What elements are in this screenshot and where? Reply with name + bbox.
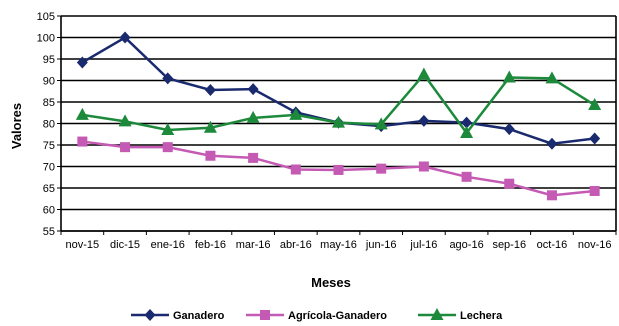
legend-marker bbox=[430, 308, 444, 320]
data-point bbox=[589, 186, 600, 197]
x-tick-label: nov-15 bbox=[66, 239, 100, 251]
legend-label: Ganadero bbox=[173, 310, 225, 322]
legend-entry: Ganadero bbox=[131, 309, 225, 322]
axes bbox=[57, 15, 617, 235]
legend-marker bbox=[260, 310, 270, 320]
y-tick-label: 95 bbox=[43, 54, 55, 66]
y-tick-label: 100 bbox=[37, 33, 55, 45]
data-point bbox=[161, 122, 175, 135]
legend-entry: Lechera bbox=[418, 308, 503, 322]
y-tick-label: 55 bbox=[43, 226, 55, 238]
data-point bbox=[589, 132, 601, 145]
y-tick-label: 60 bbox=[43, 205, 55, 217]
data-point bbox=[120, 142, 131, 153]
data-point bbox=[205, 150, 216, 161]
data-point bbox=[504, 178, 515, 189]
legend-label: Agrícola-Ganadero bbox=[288, 310, 387, 322]
y-tick-label: 75 bbox=[43, 140, 55, 152]
y-tick-label: 70 bbox=[43, 162, 55, 174]
data-point bbox=[77, 136, 88, 147]
x-tick-label: oct-16 bbox=[537, 239, 568, 251]
x-tick-label: abr-16 bbox=[280, 239, 312, 251]
legend-label: Lechera bbox=[460, 310, 503, 322]
data-point bbox=[545, 71, 559, 84]
data-point bbox=[203, 120, 217, 133]
data-point bbox=[162, 142, 173, 153]
data-point bbox=[546, 137, 558, 150]
legend: Ganadero Agrícola-Ganadero Lechera bbox=[131, 308, 503, 322]
data-point bbox=[333, 164, 344, 175]
y-tick-label: 105 bbox=[37, 11, 55, 23]
data-point bbox=[76, 56, 88, 69]
data-point bbox=[503, 123, 515, 136]
legend-entry: Agrícola-Ganadero bbox=[246, 310, 387, 322]
x-tick-label: dic-15 bbox=[110, 239, 140, 251]
x-tick-label: jun-16 bbox=[365, 239, 397, 251]
data-point bbox=[248, 152, 259, 163]
series-agr-cola-ganadero bbox=[77, 136, 600, 201]
x-tick-labels: nov-15 dic-15 ene-16 feb-16 mar-16 abr-16 may-… bbox=[66, 239, 612, 251]
data-point bbox=[461, 171, 472, 182]
data-point bbox=[460, 125, 474, 138]
y-tick-labels: 55 60 65 70 75 80 85 90 95 100 105 bbox=[37, 11, 55, 238]
data-point bbox=[546, 190, 557, 201]
y-axis-label: Valores bbox=[9, 103, 24, 149]
x-tick-label: jul-16 bbox=[409, 239, 437, 251]
data-point bbox=[247, 83, 259, 96]
x-tick-label: feb-16 bbox=[195, 239, 226, 251]
data-point bbox=[162, 72, 174, 85]
data-point bbox=[461, 116, 473, 129]
data-point bbox=[290, 164, 301, 175]
x-tick-label: ago-16 bbox=[449, 239, 483, 251]
y-tick-label: 85 bbox=[43, 97, 55, 109]
series-group bbox=[75, 31, 602, 201]
data-point bbox=[376, 163, 387, 174]
x-axis-label: Meses bbox=[311, 275, 351, 290]
data-point bbox=[119, 31, 131, 44]
x-tick-label: mar-16 bbox=[236, 239, 271, 251]
x-tick-label: ene-16 bbox=[151, 239, 185, 251]
y-tick-label: 65 bbox=[43, 183, 55, 195]
series-lechera bbox=[75, 67, 602, 138]
data-point bbox=[332, 115, 345, 128]
data-point bbox=[417, 67, 431, 80]
x-tick-label: nov-16 bbox=[578, 239, 612, 251]
y-tick-label: 90 bbox=[43, 76, 55, 88]
data-point bbox=[118, 114, 132, 127]
data-point bbox=[246, 110, 260, 123]
data-point bbox=[418, 161, 429, 172]
data-point bbox=[374, 117, 388, 130]
legend-marker bbox=[144, 309, 156, 321]
data-point bbox=[204, 83, 216, 96]
data-point bbox=[418, 114, 430, 127]
y-tick-label: 80 bbox=[43, 119, 55, 131]
x-tick-label: may-16 bbox=[320, 239, 357, 251]
data-point bbox=[289, 107, 303, 120]
x-tick-label: sep-16 bbox=[492, 239, 526, 251]
data-point bbox=[588, 98, 602, 111]
data-point bbox=[502, 70, 516, 83]
data-point bbox=[75, 107, 89, 120]
